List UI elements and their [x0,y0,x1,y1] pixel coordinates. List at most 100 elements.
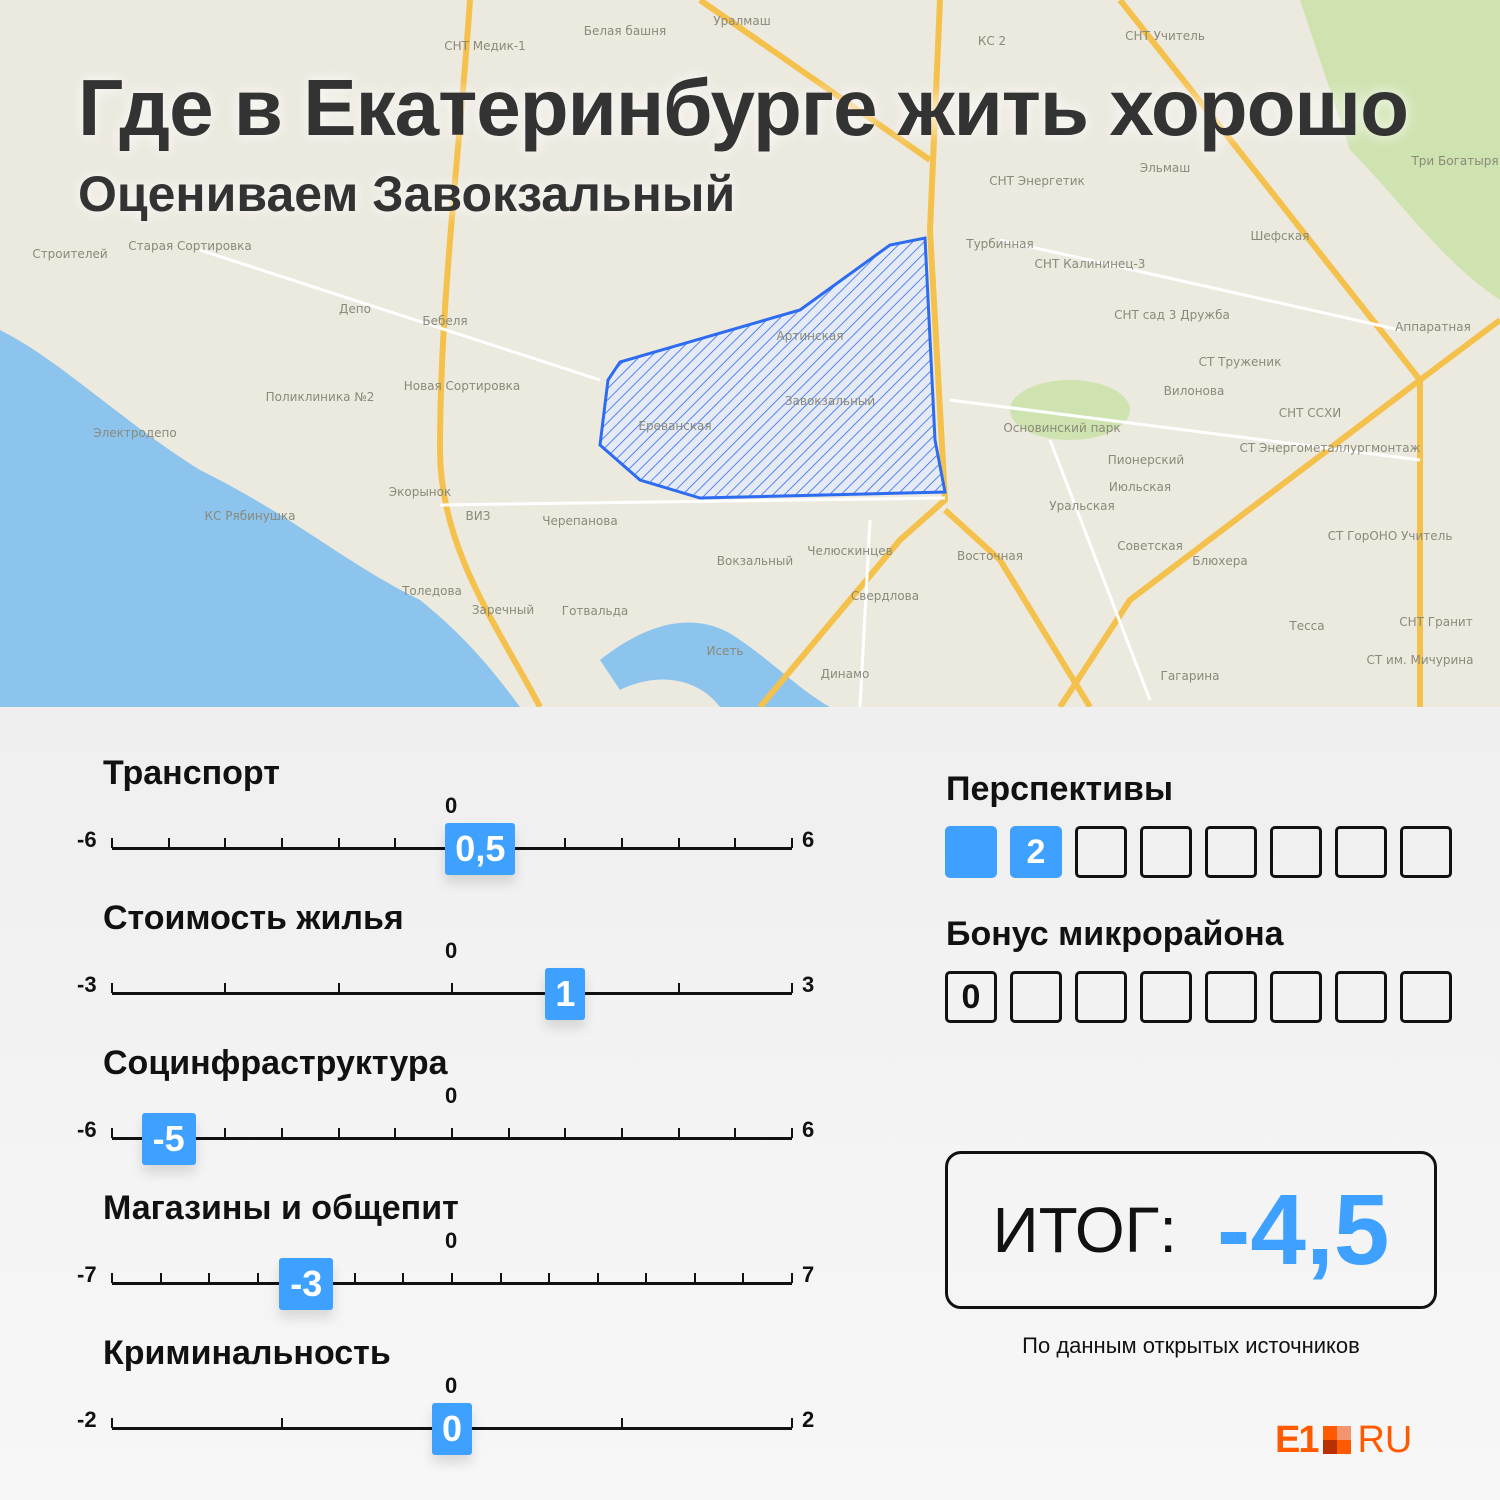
slider-tick [677,983,680,993]
slider-tick [791,1128,793,1138]
bonus-label: Бонус микрорайона [946,915,1284,953]
map-label: СНТ Учитель [1125,29,1205,43]
map-water [0,330,520,707]
map-label: Восточная [957,549,1023,563]
slider-tick [394,838,397,848]
slider-track [112,1282,792,1285]
map-label: СНТ сад 3 Дружба [1114,308,1230,322]
score-box [1205,826,1257,878]
map-label: Три Богатыря [1410,154,1498,168]
slider-tick [111,983,113,993]
slider-tick [281,1128,283,1138]
slider-min-label: -3 [77,972,97,997]
map-label: Экорынок [389,485,452,499]
perspectives-boxes: 2 [945,826,1452,878]
map-label: Артинская [777,329,844,343]
slider-marker[interactable]: -3 [279,1258,334,1310]
map-label: Ереванская [638,419,711,433]
total-value: -4,5 [1217,1173,1390,1286]
slider-label: Криминальность [103,1334,391,1372]
bonus-boxes: 0 [945,971,1452,1023]
slider-tick [621,838,623,848]
slider-tick [621,1418,623,1428]
map: Белая башня Уралмаш СНТ Медик-1 Депо Поликли… [0,0,1500,707]
slider-label: Магазины и общепит [103,1189,459,1227]
slider-tick [224,983,227,993]
slider-tick [167,838,170,848]
score-box [1335,826,1387,878]
slider-tick [451,1128,453,1138]
slider-marker[interactable]: 0 [432,1403,472,1455]
e1-logo: E1 RU [1275,1419,1412,1461]
map-label: СНТ Медик-1 [444,39,526,53]
score-box [1140,971,1192,1023]
map-label: СНТ ССХИ [1279,406,1342,420]
score-box [1400,826,1452,878]
slider-label: Транспорт [103,754,280,792]
slider-tick [337,838,340,848]
slider-tick [281,838,283,848]
slider-tick [791,983,793,993]
slider-marker[interactable]: 1 [545,968,586,1020]
slider-tick [548,1273,551,1283]
slider-marker[interactable]: 0,5 [445,823,516,875]
slider-max-label: 6 [802,1117,815,1142]
slider-zero-label: 0 [445,793,458,818]
map-label: Уральская [1049,499,1114,513]
score-box [945,826,997,878]
slider-min-label: -6 [77,827,97,852]
total-box: ИТОГ: -4,5 [945,1151,1437,1309]
map-label: Аппаратная [1395,320,1471,334]
map-label: СТ им. Мичурина [1367,653,1474,667]
map-label: Основинский парк [1003,421,1120,435]
score-box [1010,971,1062,1023]
map-label: Июльская [1109,480,1171,494]
slider-tick [621,1128,623,1138]
slider-tick [451,1273,453,1283]
slider-tick [159,1273,162,1283]
map-label: Вилонова [1164,384,1225,398]
map-label: Готвальда [562,604,628,618]
slider-marker[interactable]: -5 [141,1113,196,1165]
map-label: КС Рябинушка [205,509,296,523]
map-label: Электродепо [93,426,177,440]
slider-tick [734,1128,737,1138]
slider-tick [256,1273,259,1283]
map-label: Динамо [821,667,870,681]
slider-min-label: -6 [77,1117,97,1142]
slider-label: Социнфраструктура [103,1044,448,1082]
logo-suffix: RU [1357,1418,1413,1461]
map-label: Строителей [32,247,107,261]
slider-tick [564,1128,567,1138]
map-label: СТ Энергометаллургмонтаж [1240,441,1421,455]
logo-squares [1323,1426,1352,1454]
slider-tick [596,1273,599,1283]
map-label: Турбинная [965,237,1034,251]
map-label: Блюхера [1192,554,1247,568]
map-label: Бебеля [422,314,467,328]
map-label: ВИЗ [466,509,491,523]
map-label: Эльмаш [1140,161,1191,175]
score-box [1270,971,1322,1023]
map-label: Черепанова [542,514,617,528]
map-roads [436,0,1500,707]
map-label: Гагарина [1161,669,1220,683]
slider-tick [224,1128,227,1138]
map-label: Депо [339,302,371,316]
map-label: Новая Сортировка [404,379,521,393]
map-label: Вокзальный [717,554,793,568]
page-subtitle: Оцениваем Завокзальный [78,166,736,222]
map-label: Челюскинцев [807,544,893,558]
slider-max-label: 2 [802,1407,815,1432]
map-label: Пионерский [1108,453,1184,467]
map-label: Свердлова [851,589,919,603]
score-box [1400,971,1452,1023]
slider-tick [224,838,227,848]
slider-tick [507,1128,510,1138]
district-polygon [598,236,947,500]
slider-tick [677,838,680,848]
scores-panel [0,707,1500,1500]
slider-tick [693,1273,696,1283]
slider-tick [791,1273,793,1283]
slider-tick [353,1273,356,1283]
